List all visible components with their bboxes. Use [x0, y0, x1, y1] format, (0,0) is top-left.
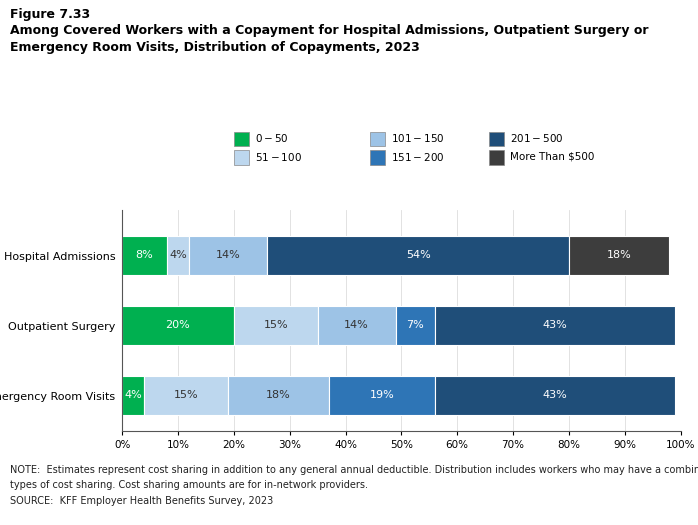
Bar	[396, 306, 435, 345]
Bar	[329, 376, 435, 415]
Bar	[167, 236, 189, 275]
Bar	[435, 306, 675, 345]
Text: 15%: 15%	[174, 391, 199, 401]
Text: $201 - $500: $201 - $500	[510, 132, 563, 144]
Bar	[435, 376, 675, 415]
Text: 14%: 14%	[216, 250, 241, 260]
Text: 20%: 20%	[165, 320, 191, 331]
Text: 7%: 7%	[406, 320, 424, 331]
Text: 14%: 14%	[344, 320, 369, 331]
Text: $0 - $50: $0 - $50	[255, 132, 288, 144]
Bar	[144, 376, 228, 415]
Text: SOURCE:  KFF Employer Health Benefits Survey, 2023: SOURCE: KFF Employer Health Benefits Sur…	[10, 496, 274, 506]
Text: types of cost sharing. Cost sharing amounts are for in-network providers.: types of cost sharing. Cost sharing amou…	[10, 480, 369, 490]
Text: More Than $500: More Than $500	[510, 152, 594, 162]
Bar	[267, 236, 569, 275]
Text: 19%: 19%	[369, 391, 394, 401]
Bar	[122, 376, 144, 415]
Bar	[122, 306, 234, 345]
Text: 4%: 4%	[124, 391, 142, 401]
Text: $101 - $150: $101 - $150	[391, 132, 445, 144]
Bar	[318, 306, 396, 345]
Text: $151 - $200: $151 - $200	[391, 151, 445, 163]
Text: $51 - $100: $51 - $100	[255, 151, 302, 163]
Text: 43%: 43%	[542, 320, 567, 331]
Text: 15%: 15%	[263, 320, 288, 331]
Bar	[189, 236, 267, 275]
Bar	[122, 236, 167, 275]
Bar	[228, 376, 329, 415]
Text: NOTE:  Estimates represent cost sharing in addition to any general annual deduct: NOTE: Estimates represent cost sharing i…	[10, 465, 698, 475]
Bar	[569, 236, 669, 275]
Text: 18%: 18%	[266, 391, 291, 401]
Text: 4%: 4%	[169, 250, 187, 260]
Text: Among Covered Workers with a Copayment for Hospital Admissions, Outpatient Surge: Among Covered Workers with a Copayment f…	[10, 24, 649, 54]
Bar	[234, 306, 318, 345]
Text: 8%: 8%	[135, 250, 154, 260]
Text: Figure 7.33: Figure 7.33	[10, 8, 91, 21]
Text: 43%: 43%	[542, 391, 567, 401]
Text: 54%: 54%	[406, 250, 431, 260]
Text: 18%: 18%	[607, 250, 632, 260]
